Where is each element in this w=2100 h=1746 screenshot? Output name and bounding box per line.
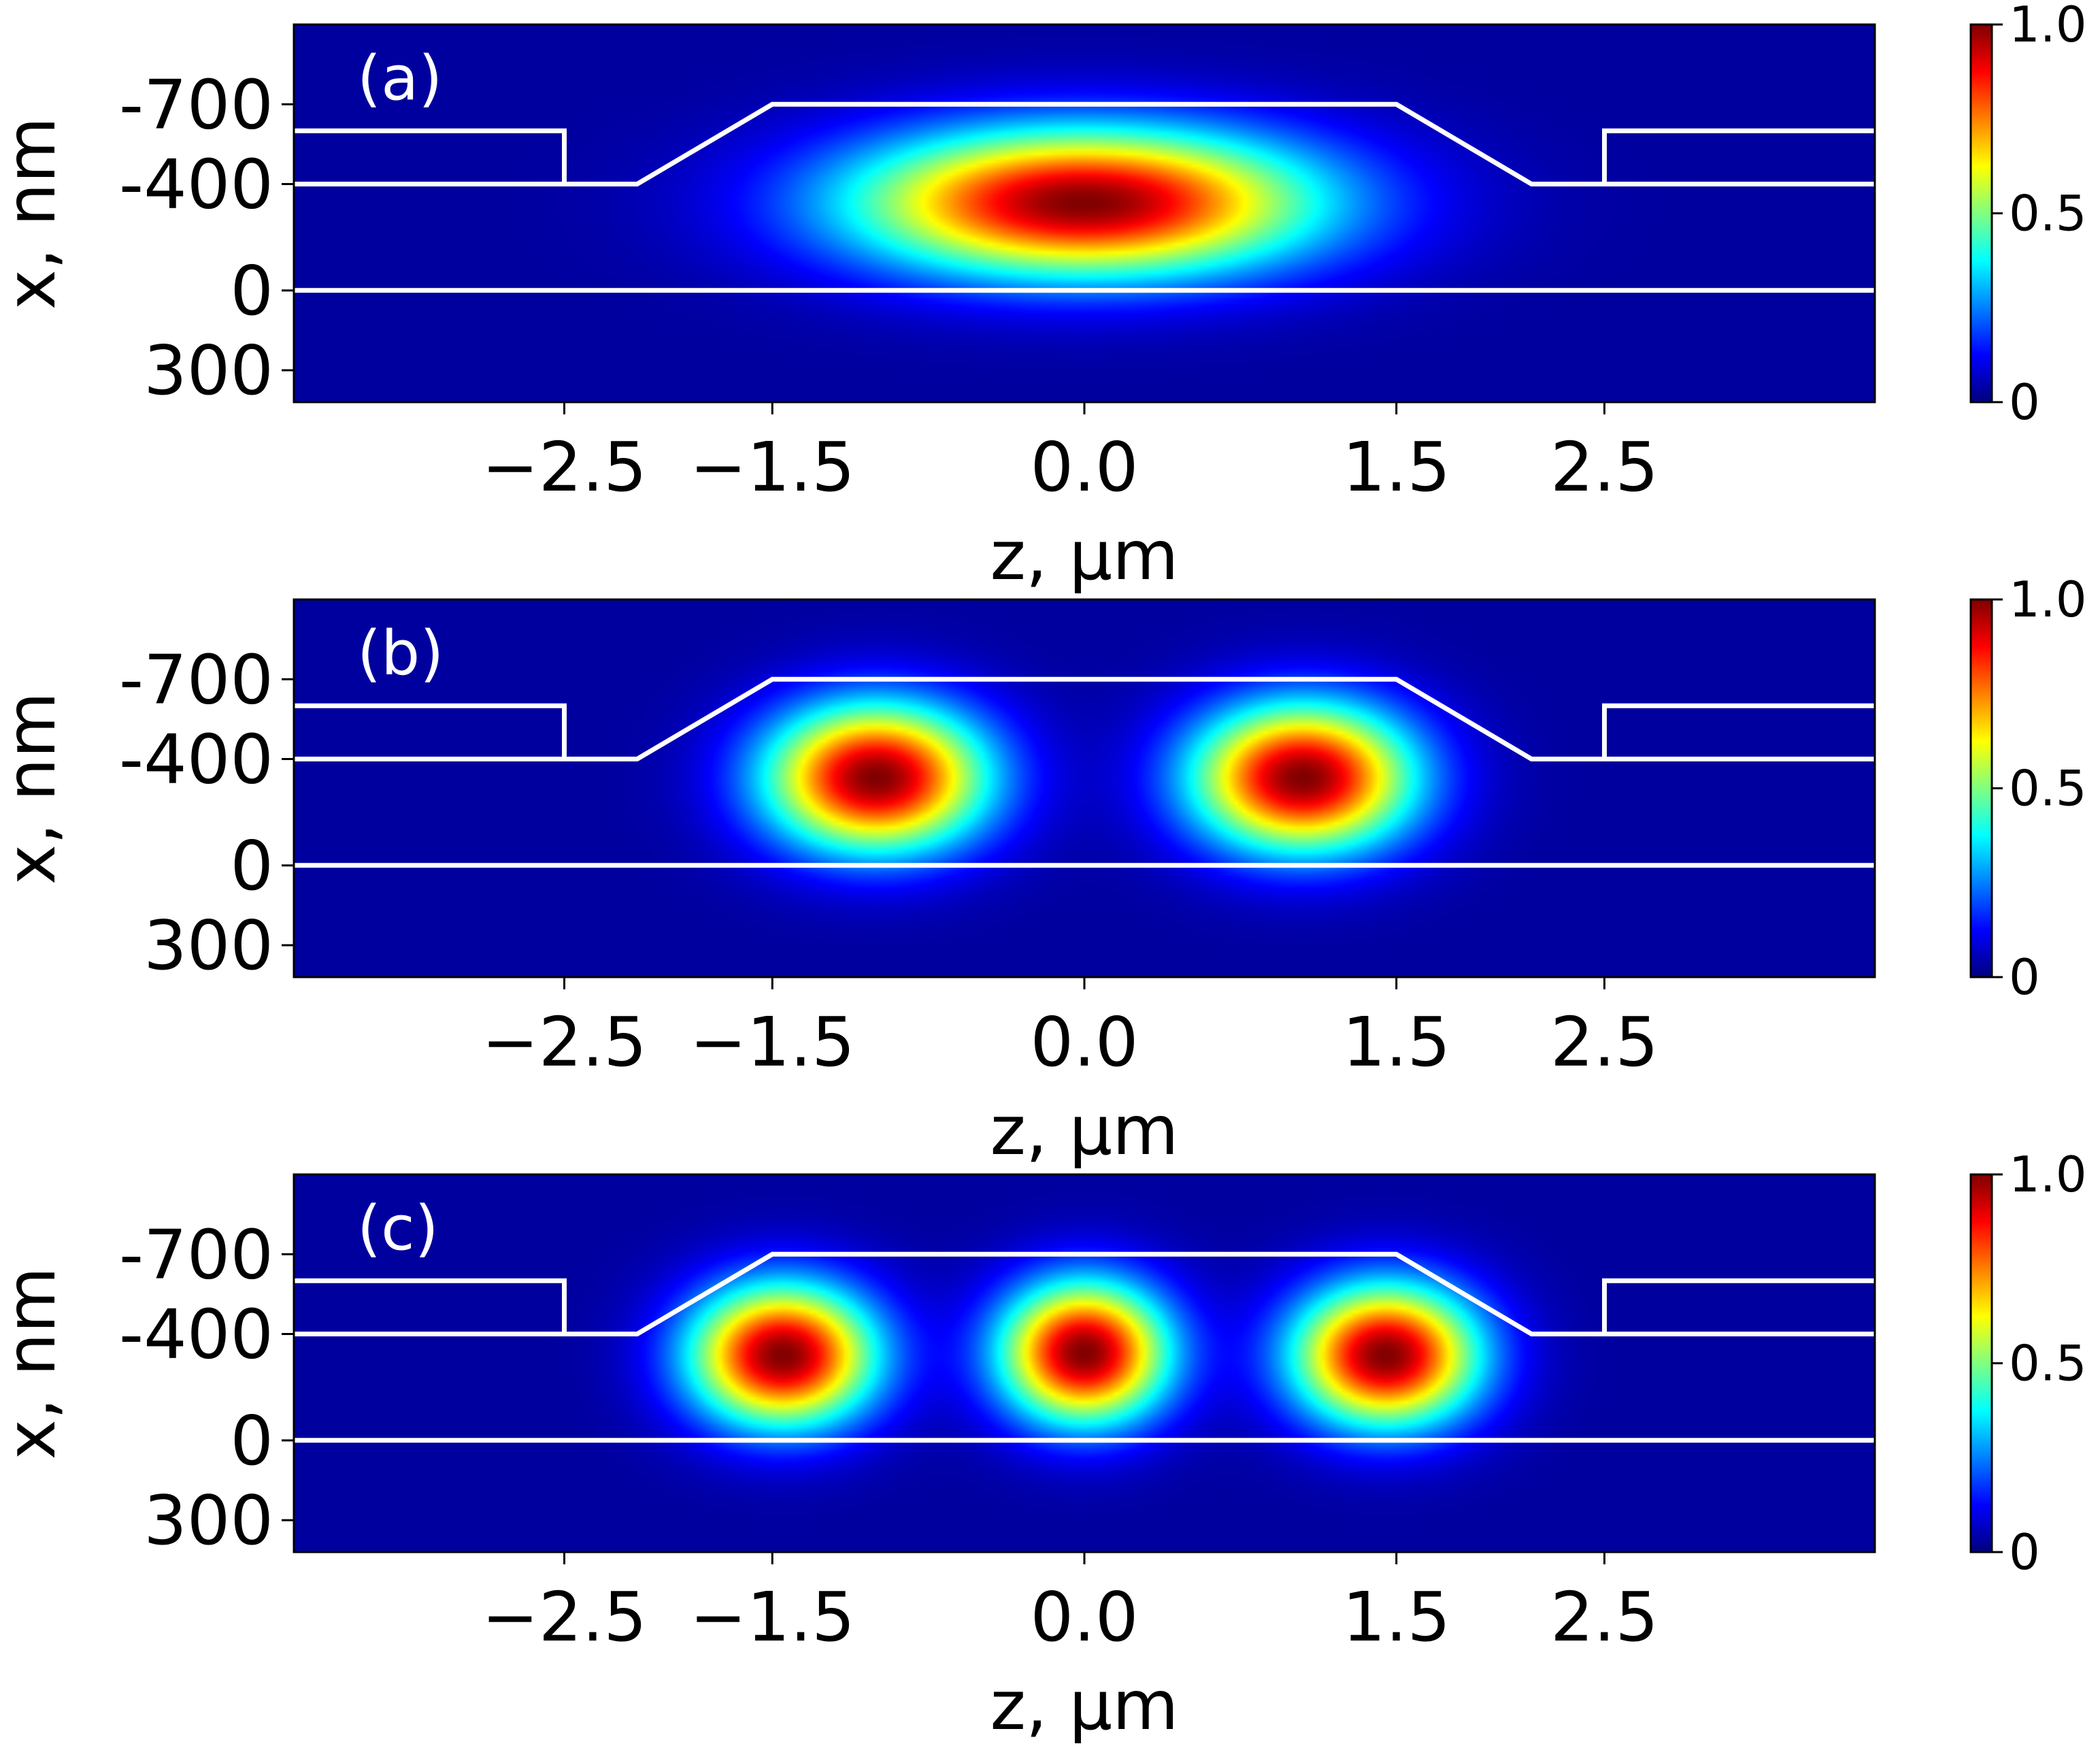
y-tick-label: -700: [119, 65, 273, 144]
waveguide-rib-outline: [294, 101, 1875, 186]
panel-label: (a): [357, 43, 442, 114]
x-tick-label: 2.5: [1550, 427, 1659, 507]
x-tick-label: 0.0: [1030, 427, 1138, 507]
colorbar: [1969, 1173, 1993, 1553]
x-tick-label: 0.0: [1030, 1002, 1138, 1082]
y-tick-label: -700: [119, 1215, 273, 1294]
colorbar: [1969, 598, 1993, 978]
x-tick-label: −2.5: [482, 1002, 647, 1082]
x-axis-label: z, μm: [990, 1666, 1178, 1745]
y-tick-label: -700: [119, 640, 273, 719]
y-tick-label: -400: [119, 1295, 273, 1374]
x-tick-label: 1.5: [1342, 1577, 1450, 1657]
field-intensity-heatmap: [294, 24, 1875, 402]
colorbar: [1969, 23, 1993, 403]
y-tick-label: 300: [144, 906, 273, 985]
field-intensity-heatmap: [294, 599, 1875, 977]
colorbar-tick-label: 0.5: [2009, 760, 2087, 817]
y-axis-label: x, nm: [0, 117, 71, 310]
panel-label: (c): [357, 1193, 439, 1264]
x-tick-label: 1.5: [1342, 1002, 1450, 1082]
y-tick-label: -400: [119, 145, 273, 225]
y-tick-label: 0: [230, 1401, 273, 1481]
x-tick-label: 0.0: [1030, 1577, 1138, 1657]
colorbar-tick-label: 0: [2009, 1523, 2040, 1581]
y-tick-label: 0: [230, 826, 273, 906]
x-tick-label: −1.5: [690, 427, 855, 507]
y-tick-label: -400: [119, 720, 273, 800]
x-tick-label: 2.5: [1550, 1577, 1659, 1657]
panel-label: (b): [357, 618, 444, 689]
y-axis-label: x, nm: [0, 692, 71, 885]
x-tick-label: −2.5: [482, 427, 647, 507]
colorbar-tick-label: 0.5: [2009, 185, 2087, 242]
colorbar-tick-label: 1.0: [2009, 571, 2087, 628]
x-axis-label: z, μm: [990, 516, 1178, 595]
field-intensity-heatmap: [294, 1174, 1875, 1552]
colorbar-tick-label: 0.5: [2009, 1335, 2087, 1392]
y-tick-label: 0: [230, 251, 273, 331]
colorbar-tick-label: 1.0: [2009, 1146, 2087, 1203]
colorbar-tick-label: 0: [2009, 949, 2040, 1006]
waveguide-rib-outline: [294, 1251, 1875, 1336]
x-axis-label: z, μm: [990, 1091, 1178, 1170]
x-tick-label: −2.5: [482, 1577, 647, 1657]
colorbar-tick-label: 0: [2009, 374, 2040, 431]
y-tick-label: 300: [144, 1481, 273, 1560]
y-tick-label: 300: [144, 331, 273, 410]
x-tick-label: 1.5: [1342, 427, 1450, 507]
y-axis-label: x, nm: [0, 1267, 71, 1460]
colorbar-tick-label: 1.0: [2009, 0, 2087, 53]
x-tick-label: 2.5: [1550, 1002, 1659, 1082]
x-tick-label: −1.5: [690, 1577, 855, 1657]
waveguide-rib-outline: [294, 676, 1875, 761]
x-tick-label: −1.5: [690, 1002, 855, 1082]
